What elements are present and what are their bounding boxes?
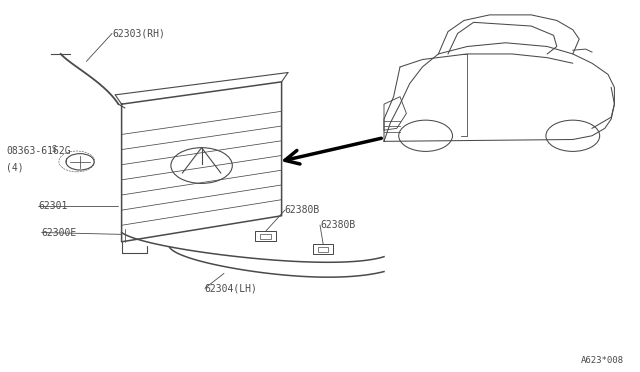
Bar <box>260 234 271 239</box>
Text: 62303(RH): 62303(RH) <box>112 29 165 38</box>
Text: 62380B: 62380B <box>320 220 355 230</box>
Text: 62300E: 62300E <box>42 228 77 237</box>
Bar <box>255 231 276 241</box>
Text: 08363-6162G: 08363-6162G <box>6 146 71 155</box>
Text: S: S <box>52 145 56 154</box>
Bar <box>318 247 328 251</box>
Text: 62380B: 62380B <box>285 205 320 215</box>
Text: A623*008: A623*008 <box>581 356 624 365</box>
Text: 62304(LH): 62304(LH) <box>205 283 258 293</box>
Text: 62301: 62301 <box>38 202 68 211</box>
Text: (4): (4) <box>6 163 24 172</box>
Bar <box>313 244 333 254</box>
